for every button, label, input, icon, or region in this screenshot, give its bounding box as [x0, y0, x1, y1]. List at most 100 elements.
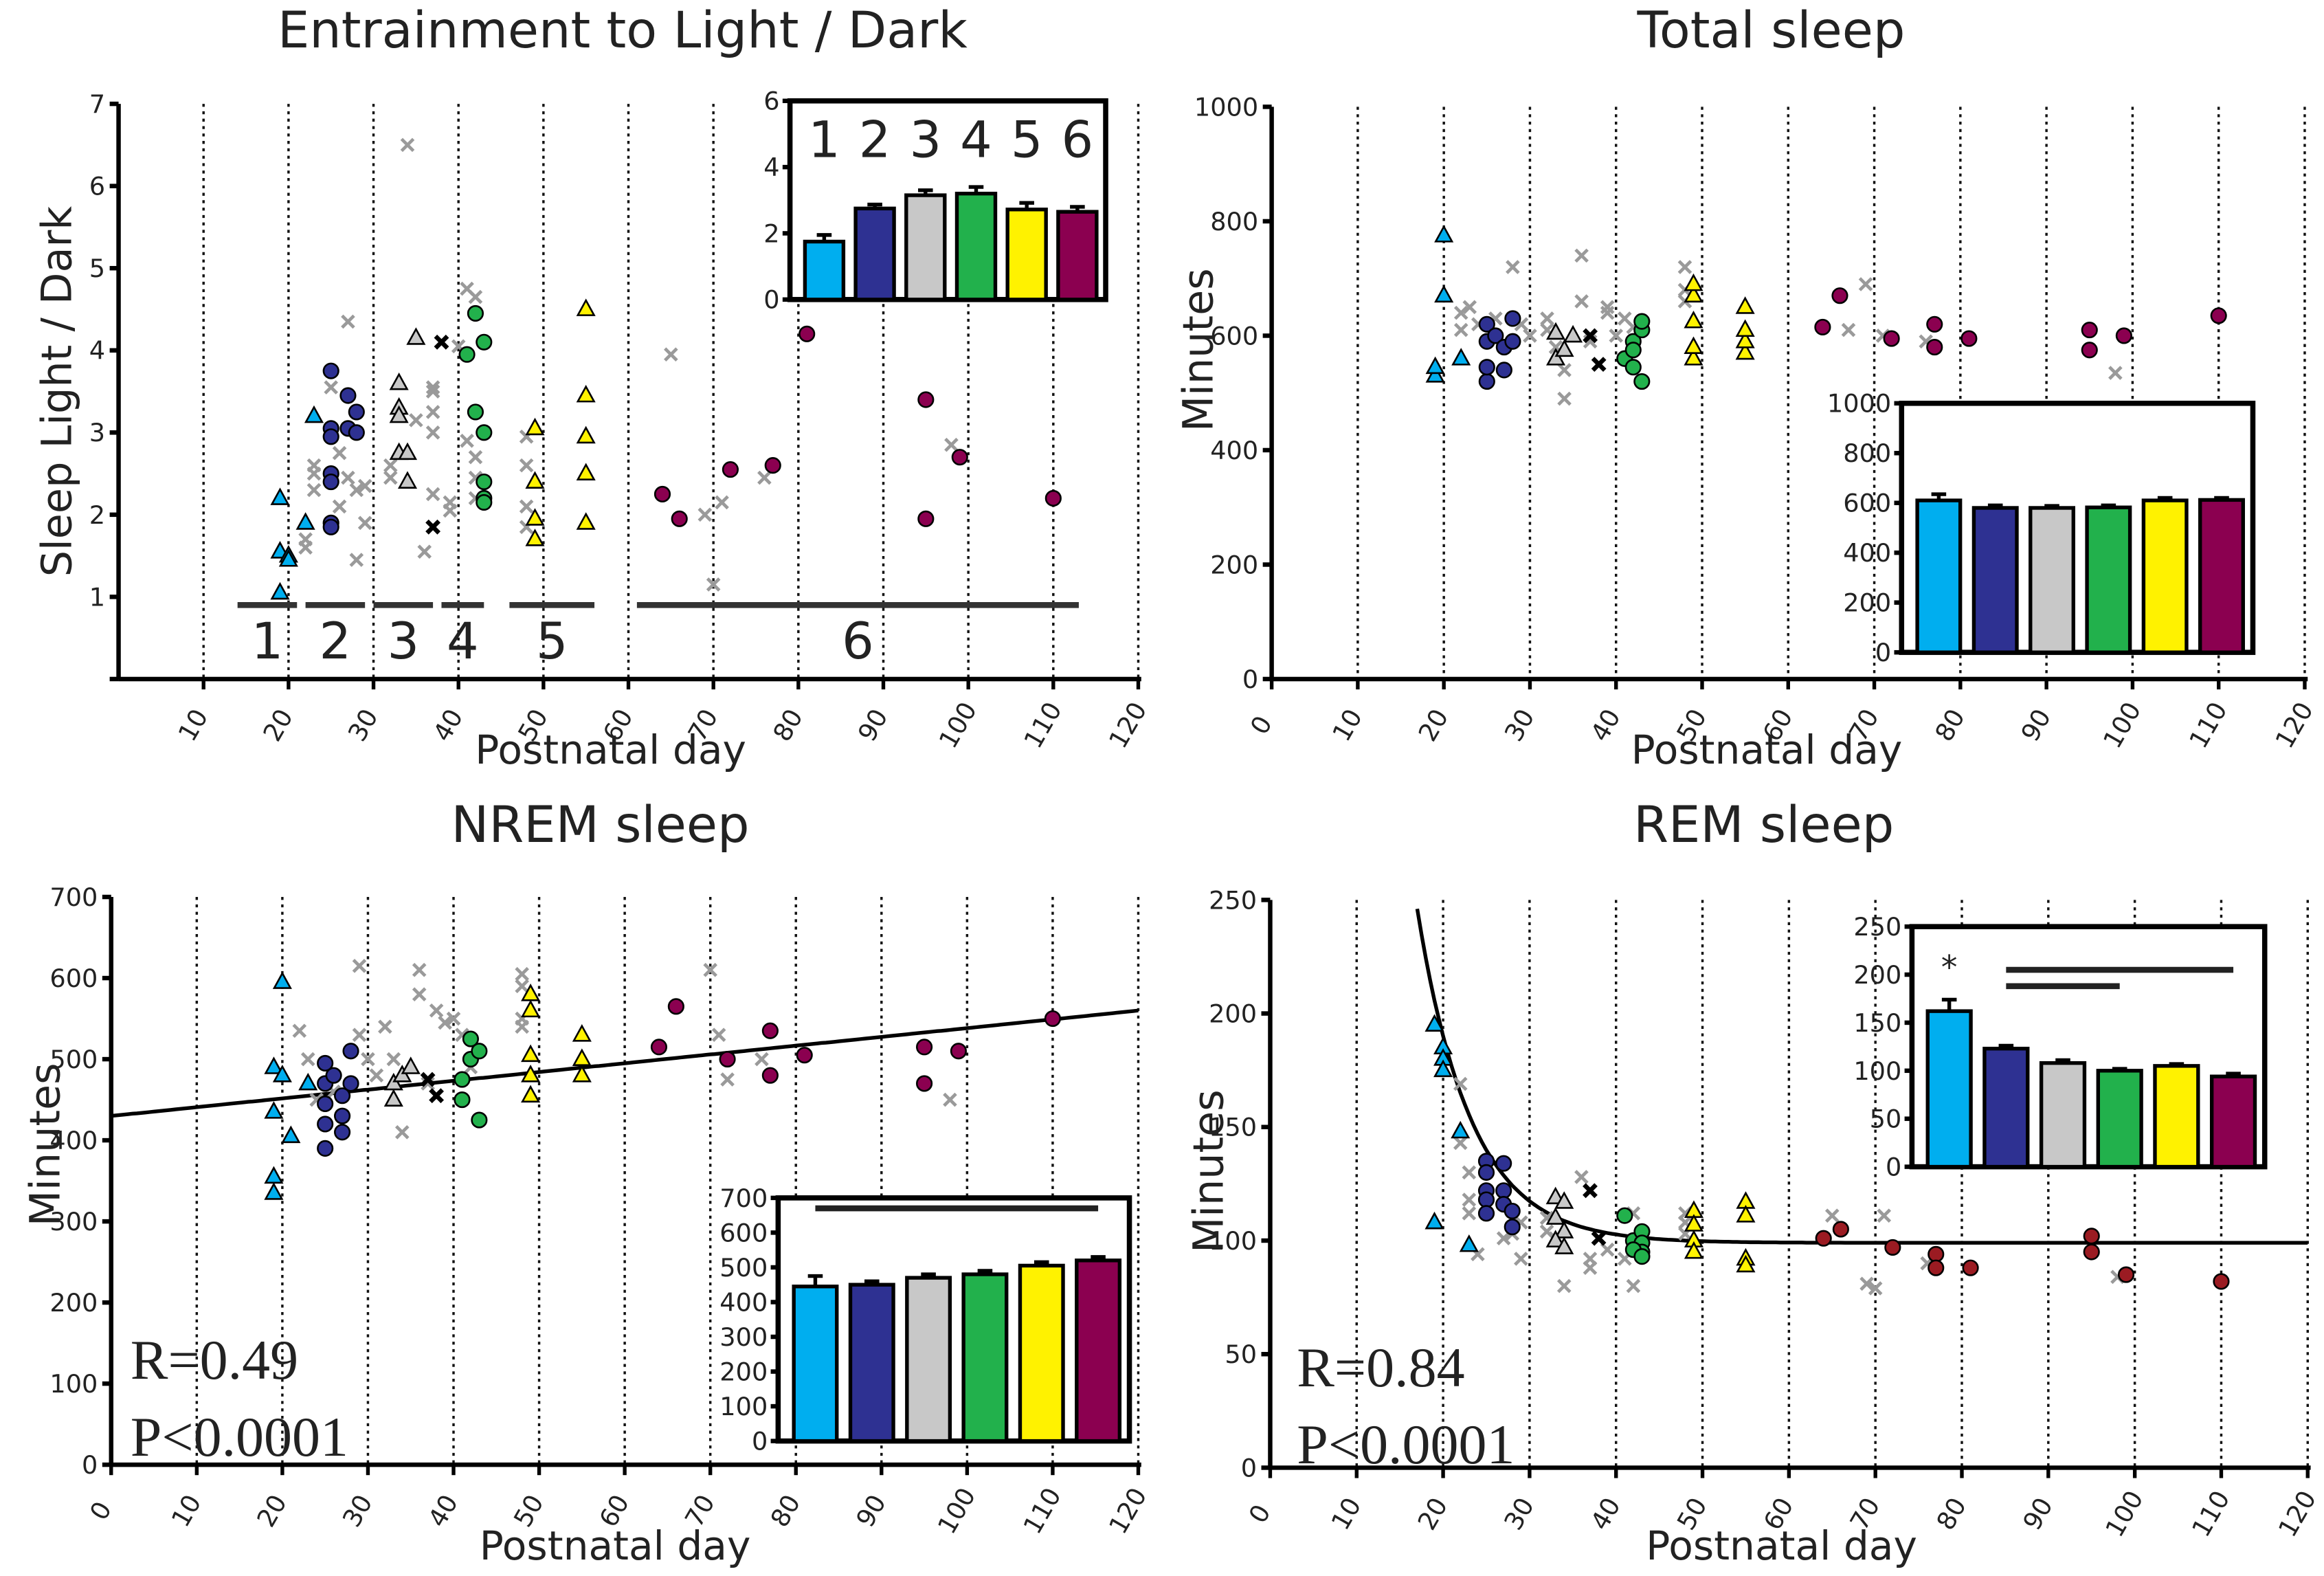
x-tick-label: 10 [1326, 704, 1368, 746]
data-point-x-other [400, 137, 415, 153]
data-point-circle-group-6 [761, 1067, 779, 1084]
inset-bar-1 [803, 239, 846, 302]
chart-title: NREM sleep [451, 796, 750, 854]
data-point-triangle-group-5 [525, 417, 545, 436]
data-point-triangle-group-1 [298, 1072, 318, 1091]
x-tick-label: 90 [852, 704, 894, 746]
group-label: 2 [320, 612, 352, 671]
data-point-circle-group-4 [467, 403, 484, 421]
inset-category-label: 4 [960, 111, 992, 170]
data-point-x-other [332, 499, 347, 514]
data-point-x-other [519, 499, 534, 514]
data-point-circle-group-6 [761, 1022, 779, 1039]
data-point-x-black [434, 334, 449, 350]
data-point-circle-group-6 [917, 391, 935, 408]
inset-y-tick-label: 200 [1853, 960, 1901, 990]
data-point-x-other [1859, 1276, 1874, 1291]
data-point-triangle-group-3 [406, 327, 426, 345]
x-tick-label: 120 [1103, 697, 1152, 753]
data-point-circle-group-6 [1928, 1259, 1945, 1276]
y-tick-label: 600 [49, 964, 98, 993]
data-point-x-other [1506, 260, 1520, 274]
data-point-x-other [1462, 300, 1477, 315]
data-point-triangle-group-3 [397, 471, 418, 489]
data-point-x-other [515, 1019, 529, 1034]
data-point-circle-group-2 [1478, 315, 1495, 333]
data-point-triangle-group-3 [389, 405, 409, 423]
inset-bar-4 [2096, 1069, 2143, 1169]
data-point-x-other [369, 1068, 384, 1083]
data-point-x-other [1600, 305, 1615, 320]
x-tick-label: 10 [172, 704, 214, 746]
data-point-circle-group-4 [1624, 359, 1642, 376]
x-tick-label: 20 [251, 1489, 293, 1532]
data-point-circle-group-4 [1633, 313, 1651, 330]
y-tick-label: 0 [82, 1450, 98, 1480]
data-point-triangle-group-1 [1434, 225, 1454, 243]
data-point-triangle-group-5 [1736, 1205, 1756, 1223]
data-point-circle-group-2 [317, 1116, 334, 1133]
group-label: 5 [536, 612, 568, 671]
fit-line [1415, 908, 2308, 1245]
inset-category-label: 6 [1062, 111, 1094, 170]
data-point-circle-group-6 [1926, 315, 1943, 333]
data-point-circle-group-2 [334, 1124, 351, 1141]
data-point-triangle-group-5 [1684, 1241, 1704, 1259]
y-tick-label: 800 [1210, 207, 1258, 236]
data-point-x-other [757, 470, 772, 485]
data-point-circle-group-4 [462, 1030, 479, 1047]
y-tick-label: 200 [49, 1288, 98, 1318]
inset-bar-2 [1971, 506, 2019, 654]
data-point-circle-group-6 [1044, 489, 1062, 507]
data-point-x-other [352, 1028, 367, 1042]
data-point-triangle-group-1 [264, 1182, 284, 1200]
inset-bar-6 [1056, 210, 1099, 302]
data-point-x-other [1626, 1278, 1641, 1294]
y-tick-label: 1000 [1194, 92, 1258, 122]
x-tick-label: 30 [1498, 1493, 1540, 1535]
data-point-circle-group-2 [1487, 327, 1504, 344]
data-point-triangle-group-1 [1425, 356, 1445, 375]
data-point-circle-group-6 [764, 457, 781, 474]
data-point-circle-group-6 [650, 1039, 668, 1056]
data-point-x-other [1583, 1252, 1598, 1266]
data-point-x-other [306, 466, 322, 481]
inset-category-label: 5 [1011, 111, 1043, 170]
data-point-x-other [421, 1076, 435, 1091]
data-point-x-other [1462, 1192, 1477, 1207]
r-value: R=0.84 [1297, 1336, 1464, 1399]
data-point-triangle-group-3 [1554, 1236, 1574, 1254]
data-point-triangle-group-1 [281, 1125, 301, 1144]
data-point-x-other [443, 503, 458, 518]
group-label: 4 [447, 612, 479, 671]
data-point-triangle-group-5 [521, 1085, 541, 1103]
data-point-circle-group-6 [667, 998, 684, 1015]
data-point-circle-group-2 [342, 1075, 359, 1092]
data-point-x-other [357, 515, 372, 531]
x-tick-label: 110 [1018, 697, 1068, 753]
data-point-triangle-group-1 [278, 548, 298, 567]
data-point-triangle-group-5 [1684, 348, 1703, 366]
data-point-x-other [341, 314, 355, 329]
data-point-triangle-group-5 [572, 1065, 592, 1083]
data-point-triangle-group-5 [576, 384, 596, 403]
data-point-x-other [1574, 248, 1589, 263]
data-point-circle-group-6 [2083, 1228, 2100, 1245]
data-point-triangle-group-3 [383, 1089, 403, 1107]
data-point-circle-group-6 [1815, 1230, 1832, 1247]
inset-y-tick-label: 200 [719, 1357, 768, 1386]
data-point-x-other [1877, 1208, 1892, 1223]
data-point-x-other [1540, 311, 1554, 326]
data-point-triangle-group-5 [521, 1065, 541, 1083]
y-tick-label: 600 [1210, 321, 1258, 351]
data-point-circle-group-6 [2081, 322, 2098, 339]
data-point-circle-group-6 [2115, 327, 2132, 344]
x-axis-label: Postnatal day [480, 1522, 751, 1569]
inset-y-tick-label: 1000 [1827, 389, 1891, 419]
data-point-circle-group-6 [916, 1075, 933, 1092]
data-point-triangle-group-5 [576, 463, 596, 481]
data-point-x-other [943, 1092, 957, 1107]
data-point-circle-group-2 [334, 1087, 351, 1105]
x-tick-label: 120 [1103, 1483, 1152, 1539]
data-point-x-other [711, 1028, 726, 1042]
